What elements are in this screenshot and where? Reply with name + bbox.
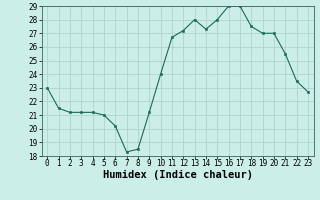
X-axis label: Humidex (Indice chaleur): Humidex (Indice chaleur)	[103, 170, 252, 180]
